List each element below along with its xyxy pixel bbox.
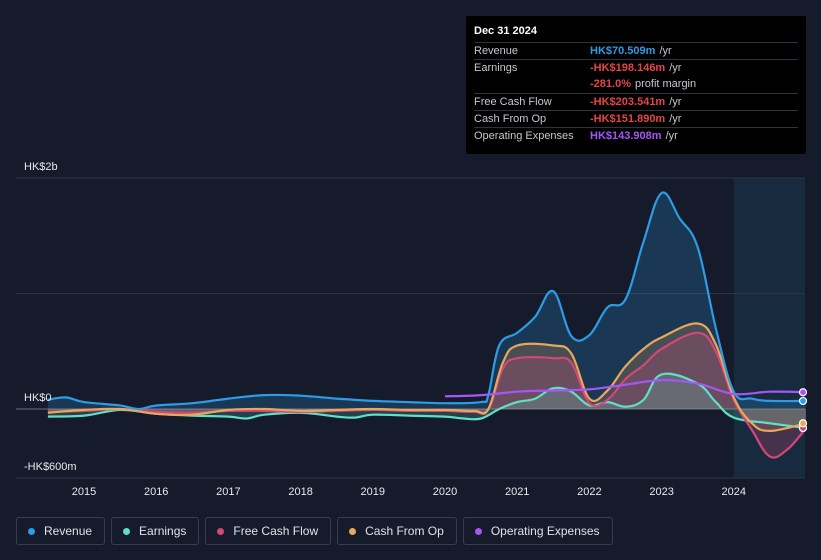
y-tick-label-1: HK$0 <box>24 392 52 404</box>
legend-item-earnings[interactable]: Earnings <box>111 517 200 545</box>
area-revenue <box>47 192 806 409</box>
tooltip-row-value: HK$70.509m <box>590 45 656 57</box>
x-tick-label-2016: 2016 <box>144 486 168 498</box>
legend-dot-icon <box>123 527 131 535</box>
tooltip-row: Cash From Op -HK$151.890m/yr <box>474 110 798 127</box>
legend-dot-icon <box>28 527 35 535</box>
tooltip-row-label: Revenue <box>474 45 519 57</box>
legend-label: Cash From Op <box>365 524 444 538</box>
data-tooltip: Dec 31 2024 Revenue HK$70.509m/yr Earnings… <box>466 16 806 154</box>
tooltip-date: Dec 31 2024 <box>474 25 537 37</box>
tooltip-row-unit: profit margin <box>634 78 697 90</box>
tooltip-row-label <box>474 76 590 93</box>
x-tick-label-2021: 2021 <box>505 486 529 498</box>
x-tick-label-2024: 2024 <box>722 486 746 498</box>
x-tick-label-2017: 2017 <box>216 486 240 498</box>
tooltip-row: Revenue HK$70.509m/yr <box>474 42 798 59</box>
chart-legend: Revenue Earnings Free Cash Flow Cash From O… <box>16 517 613 547</box>
legend-item-cash-from-op[interactable]: Cash From Op <box>337 517 457 545</box>
line-cash-from-op <box>47 322 807 432</box>
legend-label: Free Cash Flow <box>233 524 319 538</box>
y-tick-label-2: -HK$600m <box>24 461 77 473</box>
legend-item-operating-expenses[interactable]: Operating Expenses <box>462 517 613 545</box>
tooltip-row-label: Earnings <box>474 62 518 74</box>
legend-item-revenue[interactable]: Revenue <box>16 517 106 545</box>
endpoint-revenue <box>798 396 808 406</box>
x-tick-label-2019: 2019 <box>361 486 385 498</box>
x-axis-ticks: 2015 2016 2017 2018 2019 2020 2021 2022 2023 2024 <box>72 486 746 498</box>
tooltip-row-label: Cash From Op <box>474 113 547 125</box>
legend-label: Revenue <box>44 524 93 538</box>
tooltip-row-unit: /yr <box>665 130 678 142</box>
tooltip-row-value: -HK$151.890m <box>590 113 666 125</box>
x-tick-label-2023: 2023 <box>649 486 673 498</box>
legend-item-free-cash-flow[interactable]: Free Cash Flow <box>205 517 332 545</box>
line-revenue <box>47 191 807 411</box>
legend-dot-icon <box>474 527 482 535</box>
legend-dot-icon <box>349 527 357 535</box>
x-tick-label-2018: 2018 <box>288 486 312 498</box>
tooltip-row-label: Operating Expenses <box>474 130 574 142</box>
y-tick-label-0: HK$2b <box>24 161 58 173</box>
tooltip-row-value: -HK$198.146m <box>590 62 666 74</box>
tooltip-row: Operating Expenses HK$143.908m/yr <box>474 127 798 144</box>
area-earnings <box>47 373 806 428</box>
area-free-cash-flow <box>47 332 806 458</box>
series-lines <box>47 191 807 459</box>
tooltip-row: Free Cash Flow -HK$203.541m/yr <box>474 93 798 110</box>
endpoint-operating-expenses <box>798 388 808 397</box>
x-tick-label-2022: 2022 <box>577 486 601 498</box>
line-earnings <box>47 372 807 430</box>
tooltip-row: -281.0% profit margin <box>474 76 798 93</box>
line-operating-expenses <box>444 378 807 398</box>
endpoint-cash-from-op <box>798 419 808 428</box>
tooltip-row-value: HK$143.908m <box>590 130 662 142</box>
tooltip-row-label: Free Cash Flow <box>474 96 552 108</box>
tooltip-row: Earnings -HK$198.146m/yr <box>474 59 798 76</box>
tooltip-row-value: -HK$203.541m <box>590 96 666 108</box>
legend-label: Earnings <box>139 524 187 538</box>
y-axis-ticks: HK$2b HK$0 -HK$600m <box>24 161 77 473</box>
tooltip-row-unit: /yr <box>659 45 672 57</box>
tooltip-rows: Revenue HK$70.509m/yr Earnings -HK$198.146m… <box>474 42 798 144</box>
legend-label: Operating Expenses <box>490 524 600 538</box>
series-endpoints <box>798 388 808 433</box>
tooltip-row-unit: /yr <box>669 96 682 108</box>
highlight-region-past-year <box>733 178 805 478</box>
x-tick-label-2015: 2015 <box>72 486 96 498</box>
tooltip-row-unit: /yr <box>669 113 682 125</box>
tooltip-row-value: -281.0% <box>590 78 631 90</box>
tooltip-row-unit: /yr <box>669 62 682 74</box>
x-tick-label-2020: 2020 <box>433 486 457 498</box>
legend-dot-icon <box>217 527 225 535</box>
